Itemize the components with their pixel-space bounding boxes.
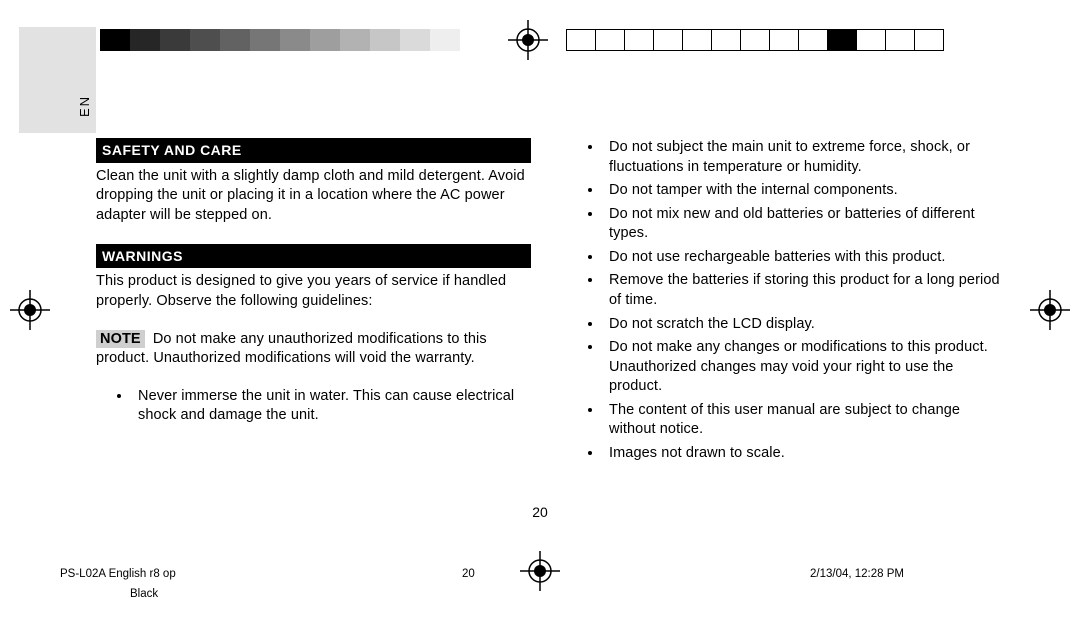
right-bullet-list: Do not subject the main unit to extreme … [567,138,1002,463]
left-bullet-list: Never immerse the unit in water. This ca… [96,387,531,426]
footer-page: 20 [450,568,770,580]
grayscale-swatch [370,29,400,51]
grayscale-swatch [430,29,460,51]
list-item: Do not use rechargeable batteries with t… [603,248,1002,268]
footer-datetime: 2/13/04, 12:28 PM [770,568,1020,580]
footer-color: Black [130,588,158,600]
right-column: Do not subject the main unit to extreme … [567,138,1002,467]
outline-box [682,29,712,51]
list-item: Do not subject the main unit to extreme … [603,138,1002,177]
heading-warnings: WARNINGS [96,244,531,269]
grayscale-swatch [340,29,370,51]
grayscale-bar [100,29,490,51]
grayscale-swatch [250,29,280,51]
outline-box [595,29,625,51]
grayscale-swatch [160,29,190,51]
calibration-strip [100,20,944,60]
note-label: NOTE [96,330,145,348]
page-number: 20 [0,504,1080,520]
grayscale-swatch [130,29,160,51]
grayscale-swatch [400,29,430,51]
outline-box [798,29,828,51]
grayscale-swatch [460,29,490,51]
outline-box [624,29,654,51]
outline-box [885,29,915,51]
page-content: SAFETY AND CARE Clean the unit with a sl… [96,138,1002,467]
registration-mark-right [1030,290,1070,335]
list-item: Never immerse the unit in water. This ca… [132,387,531,426]
outline-bar [566,29,944,51]
grayscale-swatch [310,29,340,51]
safety-text: Clean the unit with a slightly damp clot… [96,167,531,226]
list-item: Images not drawn to scale. [603,444,1002,464]
language-label: EN [77,95,92,117]
outline-box [740,29,770,51]
outline-box [566,29,596,51]
note-text: Do not make any unauthorized modificatio… [96,331,487,367]
grayscale-swatch [280,29,310,51]
footer-doc-id: PS-L02A English r8 op [60,568,450,580]
outline-box [914,29,944,51]
registration-mark-left [10,290,50,335]
registration-mark-top [508,20,548,60]
outline-box [856,29,886,51]
outline-box [711,29,741,51]
warnings-intro: This product is designed to give you yea… [96,272,531,311]
grayscale-swatch [100,29,130,51]
list-item: The content of this user manual are subj… [603,401,1002,440]
left-column: SAFETY AND CARE Clean the unit with a sl… [96,138,531,467]
list-item: Remove the batteries if storing this pro… [603,271,1002,310]
footer-row: PS-L02A English r8 op 20 2/13/04, 12:28 … [60,568,1020,580]
grayscale-swatch [190,29,220,51]
grayscale-swatch [220,29,250,51]
list-item: Do not make any changes or modifications… [603,338,1002,397]
outline-box [827,29,857,51]
outline-box [769,29,799,51]
list-item: Do not mix new and old batteries or batt… [603,205,1002,244]
heading-safety: SAFETY AND CARE [96,138,531,163]
note-paragraph: NOTE Do not make any unauthorized modifi… [96,330,531,369]
language-tab: EN [19,27,96,133]
list-item: Do not tamper with the internal componen… [603,181,1002,201]
outline-box [653,29,683,51]
list-item: Do not scratch the LCD display. [603,315,1002,335]
